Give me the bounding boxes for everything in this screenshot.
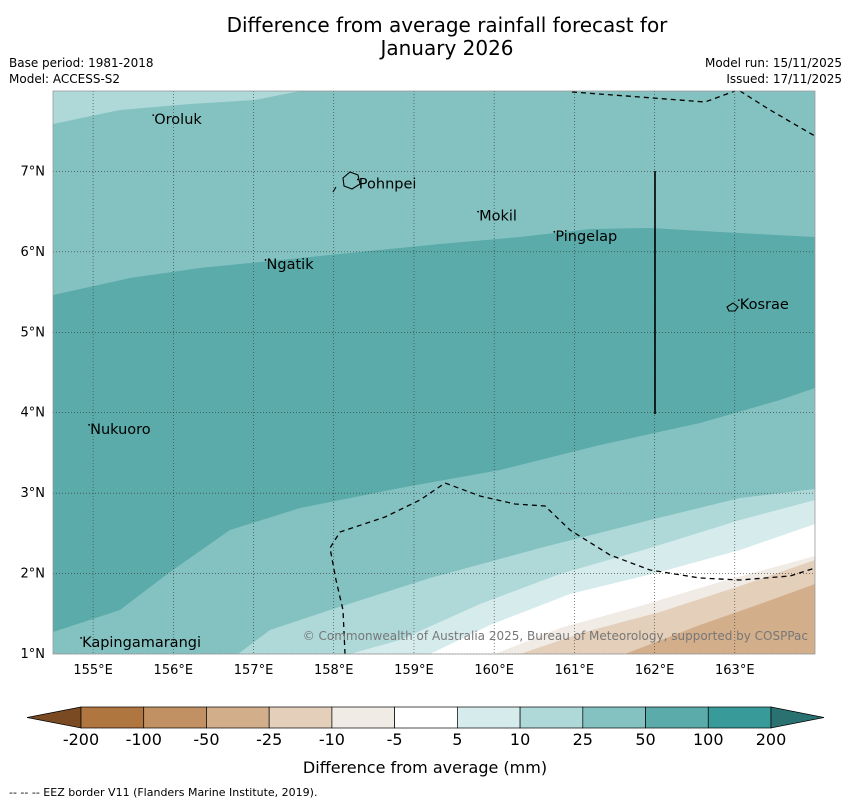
place-label-kapingamarangi: Kapingamarangi: [82, 635, 201, 651]
y-tick-label: 3°N: [21, 486, 46, 501]
title-line-2: January 2026: [380, 36, 514, 60]
place-label-kosrae: Kosrae: [740, 297, 789, 313]
colorbar-tick-label: 50: [635, 730, 655, 749]
place-label-mokil: Mokil: [479, 209, 517, 225]
colorbar-segment: [707, 706, 772, 729]
eez-border-northeast: [739, 90, 816, 137]
model-run: Model run: 15/11/2025: [704, 56, 842, 70]
y-tick-label: 1°N: [21, 647, 46, 662]
base-period: Base period: 1981-2018: [9, 56, 154, 70]
colorbar-segment: [457, 706, 521, 729]
title-line-1: Difference from average rainfall forecas…: [226, 13, 668, 37]
colorbar-tick-label: 100: [693, 730, 724, 749]
x-axis-ticks: 155°E 156°E 157°E 158°E 159°E 160°E 161°E 162°E…: [73, 663, 754, 678]
x-tick-label: 156°E: [154, 663, 194, 678]
colorbar-segment: [268, 706, 333, 729]
y-tick-label: 5°N: [21, 325, 46, 340]
x-tick-label: 158°E: [314, 663, 354, 678]
x-tick-label: 163°E: [715, 663, 755, 678]
footer-note: -- -- -- EEZ border V11 (Flanders Marine…: [9, 786, 318, 799]
colorbar-tick-label: 10: [510, 730, 530, 749]
kosrae-island: [726, 302, 739, 312]
copyright-text: © Commonwealth of Australia 2025, Bureau…: [303, 629, 808, 643]
colorbar-tick-label: -200: [63, 730, 99, 749]
colorbar-title: Difference from average (mm): [303, 758, 547, 777]
place-label-oroluk: Oroluk: [154, 112, 202, 128]
colorbar-tick-label: -100: [126, 730, 162, 749]
place-label-nukuoro: Nukuoro: [90, 422, 151, 438]
issued-date: Issued: 17/11/2025: [726, 72, 842, 86]
ant-atoll: [332, 186, 337, 193]
model-name: Model: ACCESS-S2: [9, 72, 121, 86]
meta-left: Base period: 1981-2018 Model: ACCESS-S2: [9, 55, 154, 87]
eez-border-north: [571, 90, 736, 103]
colorbar-segment: [331, 706, 395, 729]
colorbar-tick-label: -10: [319, 730, 345, 749]
x-tick-label: 160°E: [474, 663, 514, 678]
islands: [332, 171, 739, 312]
chart-title: Difference from average rainfall forecas…: [0, 14, 850, 60]
place-label-pohnpei: Pohnpei: [359, 177, 417, 193]
y-tick-label: 7°N: [21, 164, 46, 179]
colorbar-segment: [645, 706, 709, 729]
place-marker: [264, 259, 267, 261]
colorbar-segment: [394, 706, 458, 729]
colorbar-tick-label: 5: [452, 730, 462, 749]
fill-minus25-minus50: [625, 584, 815, 654]
place-marker: [737, 299, 740, 302]
colorbar-tick-label: -50: [193, 730, 219, 749]
x-tick-label: 161°E: [555, 663, 595, 678]
colorbar-segment: [519, 706, 584, 729]
map-frame: [52, 90, 816, 655]
fill-10-25-top: [53, 91, 300, 124]
colorbar-tick-label: 200: [756, 730, 787, 749]
fill-50-100: [53, 228, 815, 632]
place-labels: Oroluk Pohnpei Mokil Pingelap Ngatik Kosrae Nu…: [80, 112, 789, 651]
colorbar-extend-high: [770, 706, 825, 729]
colorbar-tick-label: -25: [256, 730, 282, 749]
place-marker: [553, 230, 556, 233]
place-marker: [80, 637, 82, 639]
colorbar-segment: [582, 706, 646, 729]
pohnpei-island: [342, 171, 361, 190]
place-label-ngatik: Ngatik: [267, 257, 315, 273]
colorbar-segment: [80, 706, 145, 729]
meta-right: Model run: 15/11/2025 Issued: 17/11/2025: [705, 55, 842, 87]
place-marker: [152, 114, 155, 117]
y-tick-label: 6°N: [21, 245, 46, 260]
colorbar-segment: [143, 706, 207, 729]
x-tick-label: 162°E: [635, 663, 675, 678]
x-tick-label: 159°E: [394, 663, 434, 678]
colorbar-tick-label: -5: [387, 730, 403, 749]
x-tick-label: 157°E: [234, 663, 274, 678]
eez-borders: [329, 90, 816, 655]
place-marker: [356, 178, 359, 181]
colorbar-extend-low: [26, 706, 82, 729]
x-tick-label: 155°E: [73, 663, 113, 678]
y-tick-label: 4°N: [21, 406, 46, 421]
place-marker: [477, 210, 480, 213]
place-marker: [88, 423, 90, 426]
eez-border-south: [329, 482, 816, 655]
contour-fills: [53, 91, 815, 654]
y-tick-label: 2°N: [21, 567, 46, 582]
colorbar-segment: [206, 706, 270, 729]
y-axis-ticks: 1°N 2°N 3°N 4°N 5°N 6°N 7°N: [21, 164, 46, 662]
colorbar-tick-label: 25: [573, 730, 593, 749]
place-label-pingelap: Pingelap: [555, 229, 617, 245]
colorbar: -200 -100 -50 -25 -10 -5 5 10 25 50 100 200: [26, 706, 825, 749]
